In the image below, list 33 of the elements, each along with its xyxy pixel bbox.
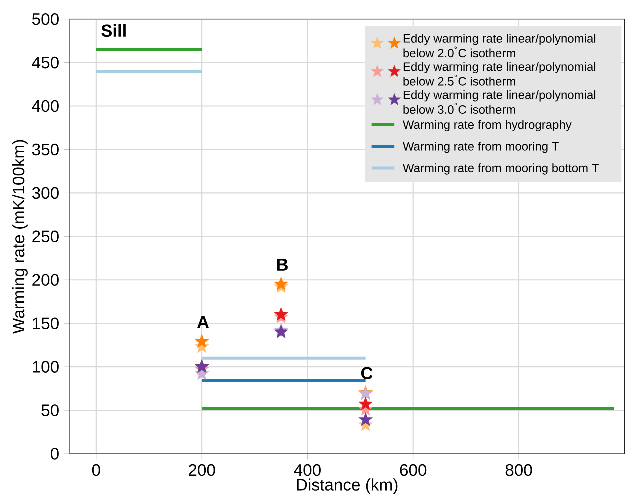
legend-label: Warming rate from mooring T — [403, 142, 559, 154]
y-tick-label: 0 — [50, 448, 59, 460]
x-tick-label: 0 — [92, 464, 100, 476]
x-tick-label: 400 — [294, 464, 321, 476]
x-tick-label: 600 — [400, 464, 427, 476]
y-tick-label: 50 — [42, 404, 59, 416]
annotation: B — [277, 258, 288, 271]
point — [194, 334, 210, 348]
legend-label: Eddy warming rate linear/polynomial below 2.5$^{°}$C isotherm — [404, 62, 596, 86]
point — [274, 307, 288, 321]
y-tick-label: 300 — [32, 187, 59, 200]
y-tick-label: 400 — [32, 100, 59, 112]
point — [358, 412, 373, 426]
y-tick-label: 100 — [33, 361, 59, 373]
y-tick-label: 350 — [32, 144, 59, 156]
x-tick-label: 800 — [506, 464, 532, 476]
legend-label: Warming rate from hydrography — [403, 120, 572, 132]
y-tick-label: 450 — [32, 56, 59, 69]
x-axis-title: Distance (km) — [297, 478, 398, 494]
y-axis-title: Warming rate (mK/100km) — [12, 140, 28, 334]
y-tick-label: 500 — [32, 13, 59, 26]
y-tick-label: 250 — [32, 230, 59, 243]
annotation: A — [197, 316, 210, 328]
point — [274, 277, 288, 291]
x-tick-label: 200 — [189, 464, 216, 476]
annotation: C — [361, 367, 373, 380]
legend-label: Eddy warming rate linear/polynomial below 3.0$^{°}$C isotherm — [404, 90, 596, 114]
y-tick-label: 150 — [33, 318, 59, 330]
y-tick-label: 200 — [32, 274, 59, 286]
annotation: Sill — [102, 24, 126, 38]
legend-label: Warming rate from mooring bottom T — [403, 164, 599, 175]
legend-label: Eddy warming rate linear/polynomial below 2.0$^{°}$C isotherm — [404, 34, 596, 58]
point — [358, 396, 373, 411]
